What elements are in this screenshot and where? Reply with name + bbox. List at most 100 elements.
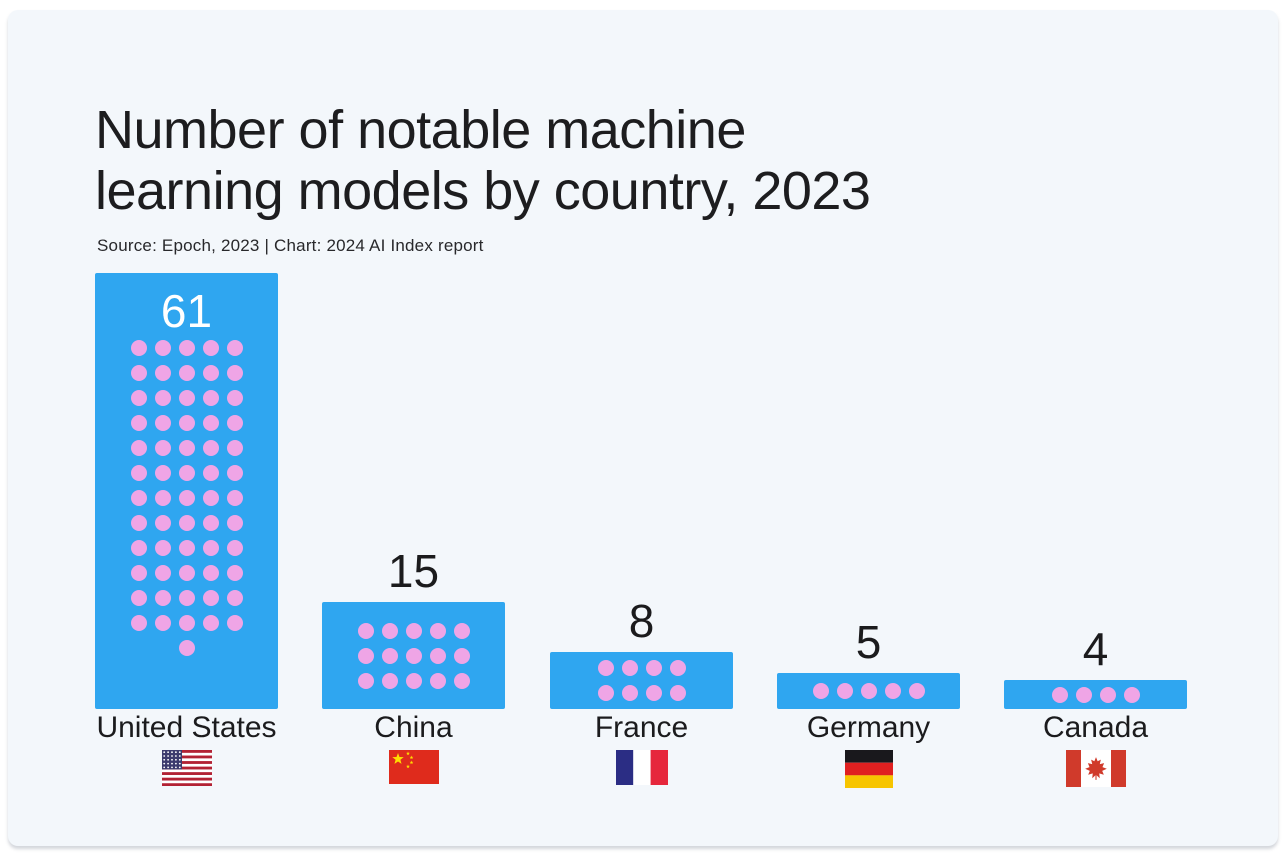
model-dot — [381, 647, 398, 664]
model-dot — [178, 465, 195, 481]
dot-row — [131, 640, 243, 656]
model-dot — [226, 540, 243, 556]
model-dot — [178, 565, 195, 581]
dot-grid — [1051, 686, 1140, 703]
model-dot — [154, 365, 171, 381]
model-dot — [178, 515, 195, 531]
dot-row — [597, 660, 686, 676]
model-dot — [202, 365, 219, 381]
model-dot — [226, 365, 243, 381]
model-dot — [130, 615, 147, 631]
category-label-germany: Germany — [806, 711, 931, 744]
model-dot — [178, 490, 195, 506]
model-dot — [154, 415, 171, 431]
model-dot — [202, 440, 219, 456]
bar-germany — [777, 673, 960, 709]
chart-column-united-states: 61 United States — [95, 10, 278, 846]
model-dot — [357, 647, 374, 664]
bar-france — [550, 652, 733, 709]
model-dot — [226, 415, 243, 431]
model-dot — [202, 490, 219, 506]
model-dot — [202, 615, 219, 631]
dot-row — [357, 672, 470, 689]
page-title: Number of notable machine learning model… — [95, 100, 871, 222]
model-dot — [202, 540, 219, 556]
model-dot — [154, 340, 171, 356]
model-dot — [130, 590, 147, 606]
model-dot — [178, 540, 195, 556]
model-dot — [154, 590, 171, 606]
model-dot — [202, 415, 219, 431]
model-dot — [130, 540, 147, 556]
model-dot — [429, 647, 446, 664]
model-dot — [621, 685, 638, 701]
model-dot — [645, 660, 662, 676]
model-dot — [429, 622, 446, 639]
dot-row — [130, 440, 243, 456]
model-dot — [226, 465, 243, 481]
china-flag-icon — [322, 750, 505, 784]
model-dot — [381, 672, 398, 689]
dot-row — [357, 622, 470, 639]
model-dot — [130, 390, 147, 406]
dot-row — [812, 683, 925, 699]
dot-grid — [357, 622, 470, 689]
dot-row — [357, 647, 470, 664]
dot-row — [130, 390, 243, 406]
model-dot — [226, 390, 243, 406]
dot-row — [130, 465, 243, 481]
model-dot — [669, 660, 686, 676]
model-dot — [202, 340, 219, 356]
model-dot — [178, 615, 195, 631]
plot-area: 61 United States 15 China 8 France 5 Germany 4 Ca… — [8, 10, 1278, 846]
bar-canada — [1004, 680, 1187, 709]
model-dot — [202, 515, 219, 531]
bar-china — [322, 602, 505, 709]
category-label-france: France — [594, 711, 689, 744]
model-dot — [669, 685, 686, 701]
value-label-united-states: 61 — [160, 285, 213, 337]
bar-united-states: 61 — [95, 273, 278, 709]
dot-grid — [812, 683, 925, 699]
model-dot — [836, 683, 853, 699]
model-dot — [178, 365, 195, 381]
dot-row — [130, 340, 243, 356]
dot-row — [130, 615, 243, 631]
model-dot — [178, 590, 195, 606]
chart-source: Source: Epoch, 2023 | Chart: 2024 AI Ind… — [97, 236, 484, 255]
model-dot — [154, 540, 171, 556]
model-dot — [226, 490, 243, 506]
model-dot — [860, 683, 877, 699]
dot-row — [130, 415, 243, 431]
chart-column-canada: 4 Canada — [1004, 10, 1187, 846]
model-dot — [812, 683, 829, 699]
dot-row — [1051, 686, 1140, 703]
model-dot — [130, 415, 147, 431]
model-dot — [130, 340, 147, 356]
model-dot — [226, 440, 243, 456]
model-dot — [226, 340, 243, 356]
model-dot — [381, 622, 398, 639]
chart-column-germany: 5 Germany — [777, 10, 960, 846]
model-dot — [130, 365, 147, 381]
model-dot — [908, 683, 925, 699]
model-dot — [130, 515, 147, 531]
model-dot — [130, 565, 147, 581]
model-dot — [405, 622, 422, 639]
value-label-china: 15 — [387, 545, 440, 597]
model-dot — [884, 683, 901, 699]
dot-grid — [597, 660, 686, 701]
model-dot — [130, 490, 147, 506]
model-dot — [357, 672, 374, 689]
dot-row — [130, 365, 243, 381]
dot-row — [130, 565, 243, 581]
model-dot — [178, 440, 195, 456]
dot-row — [597, 685, 686, 701]
model-dot — [202, 590, 219, 606]
model-dot — [453, 647, 470, 664]
model-dot — [405, 647, 422, 664]
category-label-canada: Canada — [1042, 711, 1149, 744]
chart-column-china: 15 China — [322, 10, 505, 846]
model-dot — [154, 515, 171, 531]
model-dot — [130, 465, 147, 481]
